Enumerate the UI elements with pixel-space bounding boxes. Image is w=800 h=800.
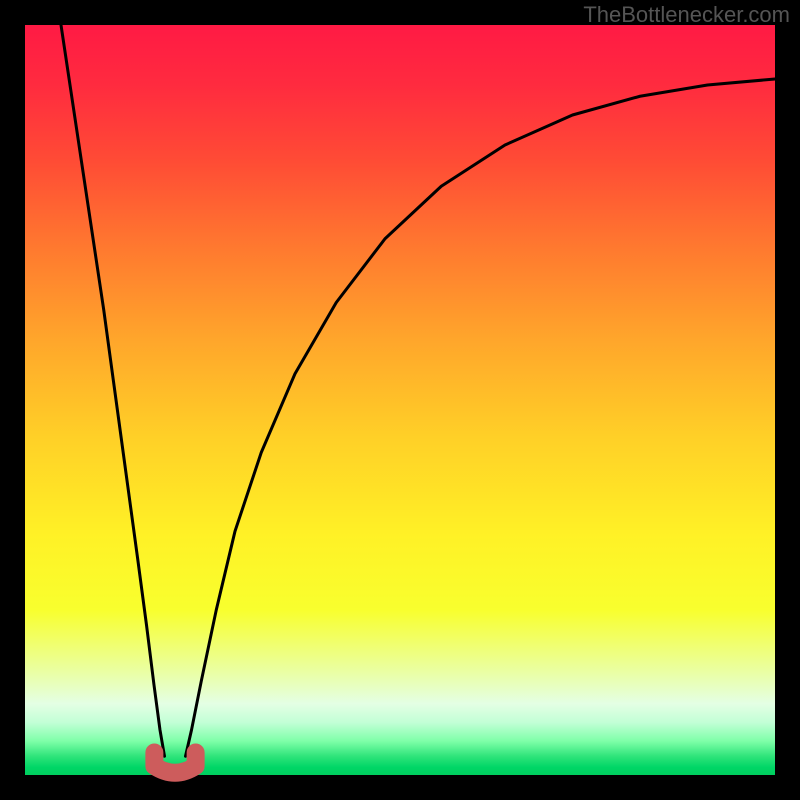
watermark-text: TheBottlenecker.com	[583, 2, 790, 28]
gradient-background	[25, 25, 775, 775]
chart-container: TheBottlenecker.com	[0, 0, 800, 800]
bottleneck-chart-svg	[0, 0, 800, 800]
